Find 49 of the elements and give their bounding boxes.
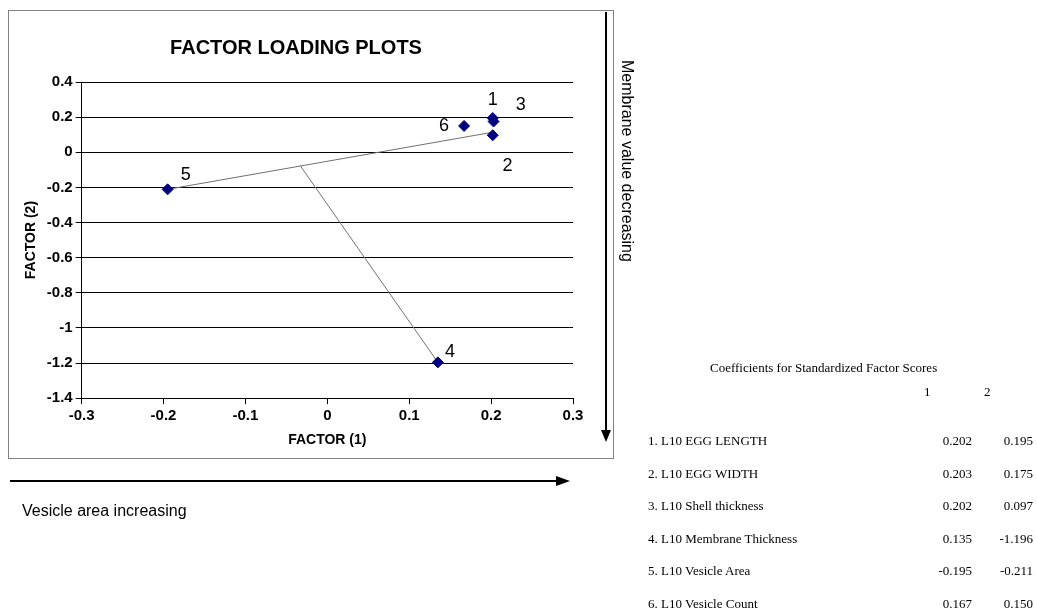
x-tick-label: 0.3 [562,406,584,424]
y-tick-label: -1 [59,318,73,336]
y-tick-label: -0.6 [46,247,73,265]
text: 0.097 [1003,498,1033,514]
x-tick-label: 0.2 [480,406,502,424]
text: 0.135 [942,530,972,547]
annotation: 3 [515,94,526,115]
text: 1 [924,384,931,400]
text: 6. L10 Vesicle Count [648,595,758,612]
y-tick-label: -0.2 [46,177,73,195]
text: 0.150 [1003,595,1033,612]
x-tick-label: -0.1 [232,406,259,424]
x-tick-label: -0.2 [150,406,177,424]
y-tick-label: -0.8 [46,282,73,300]
text: 0.175 [1003,465,1033,482]
text: 0.203 [942,465,972,482]
x-axis-title: FACTOR (1) [288,431,367,448]
text: Coefficients for Standardized Factor Scores [710,360,938,376]
y-tick-label: -1.2 [46,353,73,371]
text: 1. L10 EGG LENGTH [648,433,768,449]
text: 3. L10 Shell thickness [648,498,764,514]
text: -0.211 [999,563,1033,579]
y-tick-label: 0.2 [51,107,73,125]
y-tick-label: -0.4 [46,212,74,230]
text: 5. L10 Vesicle Area [648,563,751,579]
y-tick-label: -1.4 [46,388,74,406]
annotation: 6 [439,114,450,135]
text: 0.202 [942,433,972,449]
x-tick-label: 0.1 [398,406,420,424]
annotation: 1 [487,88,498,109]
text: 2 [984,384,991,400]
y-tick-label: 0.4 [51,72,74,90]
y-axis-title: FACTOR (2) [22,200,39,280]
text: 2. L10 EGG WIDTH [648,465,759,482]
text: -0.195 [938,563,972,579]
y-tick-label: 0 [64,142,73,160]
text: Vesicle area increasing [22,502,187,520]
text: Membrane value decreasing [618,60,636,262]
text: 0.202 [942,498,972,514]
x-tick-label: -0.3 [68,406,95,424]
annotation: 2 [502,155,513,176]
text: -1.196 [999,530,1033,547]
text: 0.195 [1003,433,1033,449]
text: 4. L10 Membrane Thickness [648,530,798,547]
text: 0.167 [942,595,972,612]
x-tick-label: 0 [323,406,332,424]
annotation: 4 [444,341,455,362]
chart-title: FACTOR LOADING PLOTS [170,35,422,58]
annotation: 5 [180,164,191,185]
